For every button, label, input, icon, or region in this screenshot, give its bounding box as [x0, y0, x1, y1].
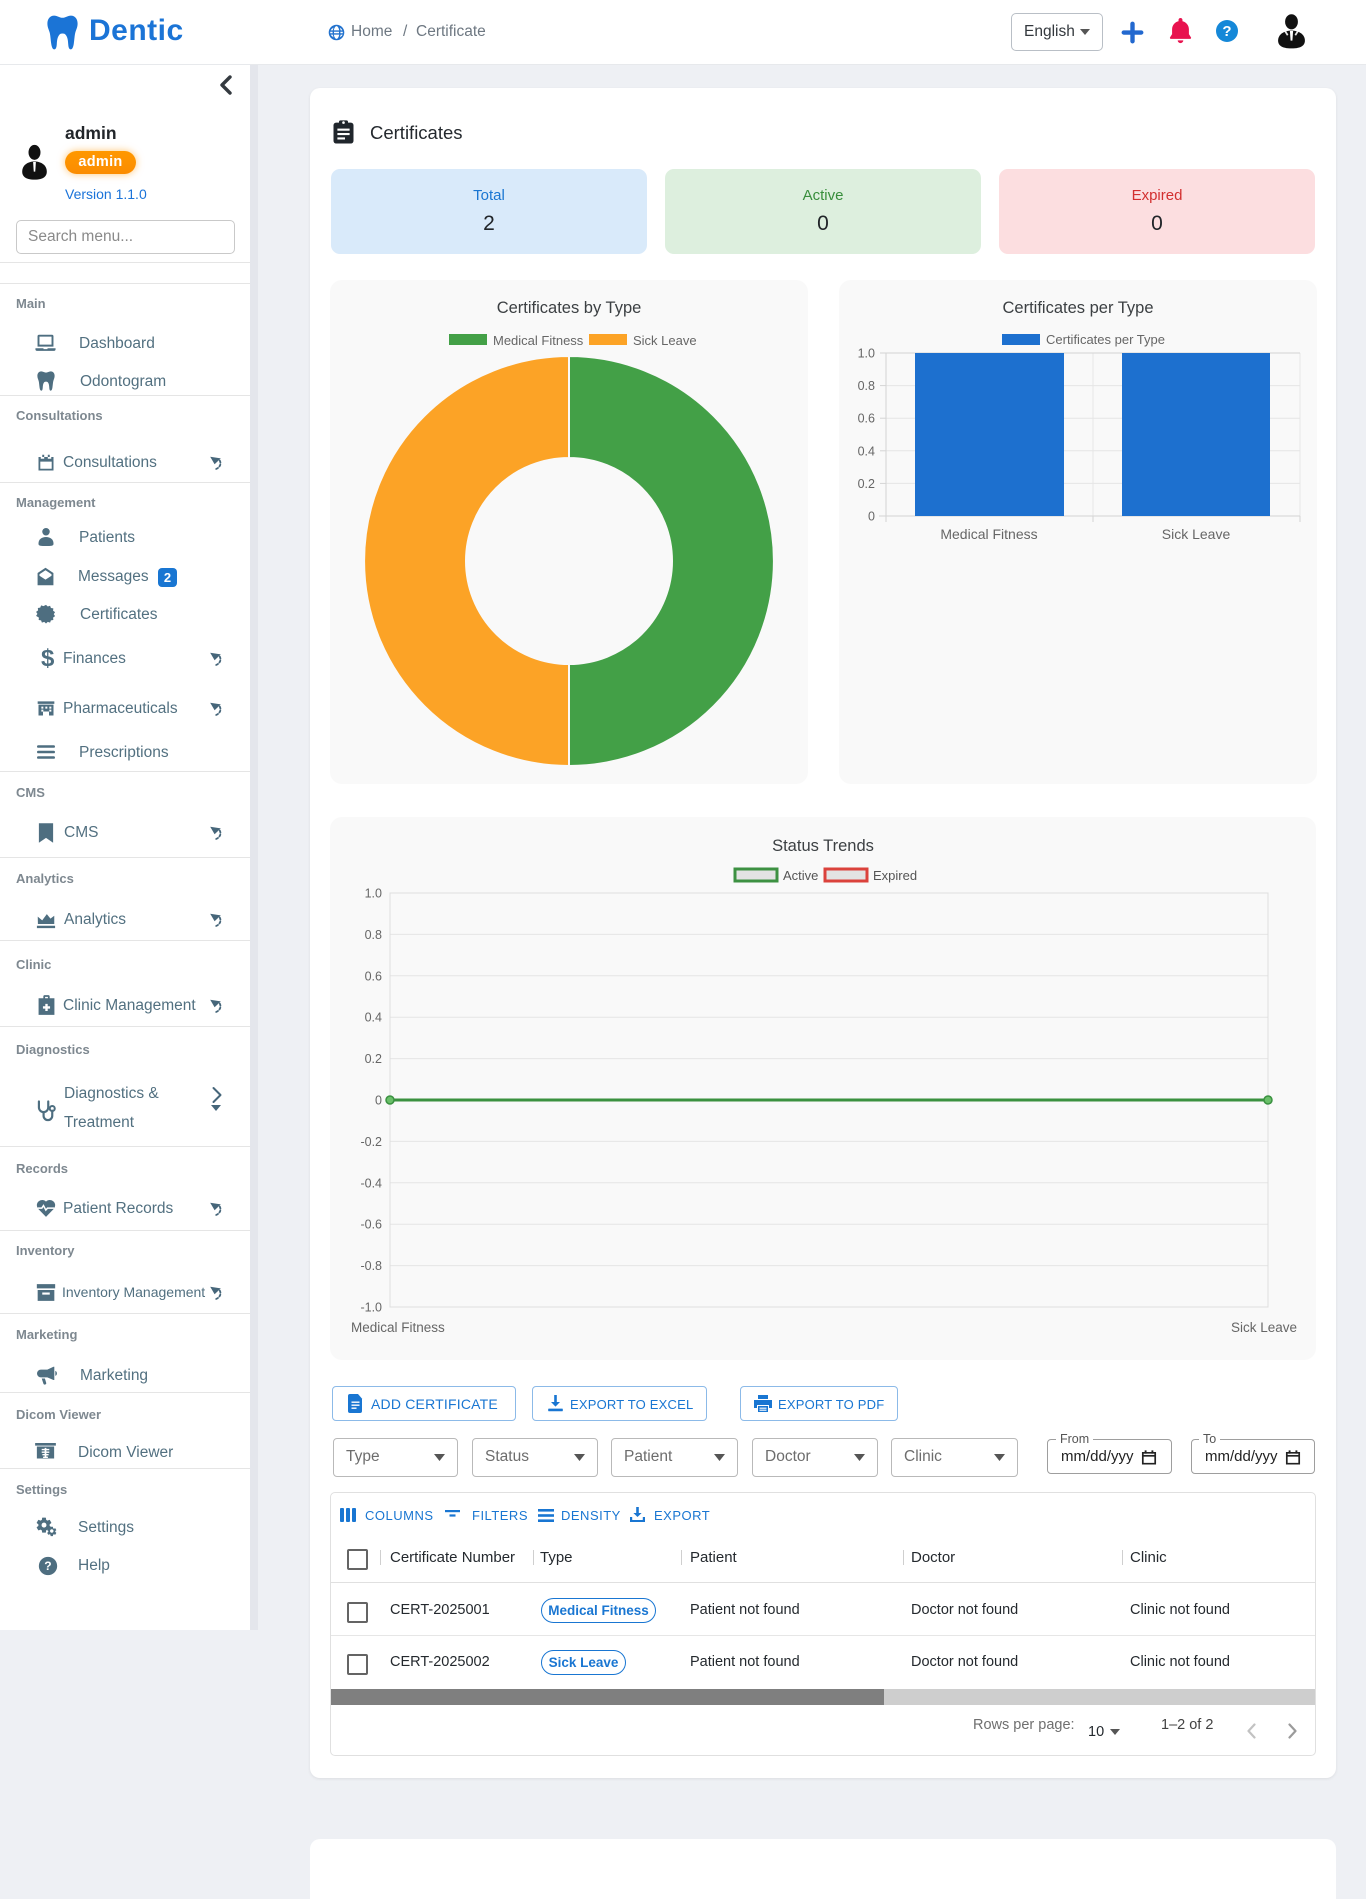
svg-text:-0.8: -0.8	[360, 1259, 382, 1273]
svg-text:Sick Leave: Sick Leave	[1231, 1320, 1297, 1335]
svg-text:-0.4: -0.4	[360, 1176, 382, 1190]
svg-text:Expired: Expired	[873, 868, 917, 883]
svg-text:0.6: 0.6	[858, 412, 875, 426]
svg-text:0.8: 0.8	[858, 379, 875, 393]
svg-text:Active: Active	[783, 868, 818, 883]
svg-text:0: 0	[868, 510, 875, 524]
svg-text:-0.2: -0.2	[360, 1135, 382, 1149]
svg-text:0.2: 0.2	[365, 1052, 382, 1066]
svg-text:1.0: 1.0	[858, 347, 875, 361]
svg-text:?: ?	[44, 1559, 51, 1573]
svg-text:1.0: 1.0	[365, 887, 382, 901]
svg-text:0.8: 0.8	[365, 928, 382, 942]
svg-text:Medical Fitness: Medical Fitness	[940, 526, 1037, 542]
svg-text:Medical Fitness: Medical Fitness	[351, 1320, 445, 1335]
svg-text:0.4: 0.4	[365, 1011, 382, 1025]
svg-text:?: ?	[1222, 23, 1231, 40]
svg-text:-0.6: -0.6	[360, 1218, 382, 1232]
svg-text:0.2: 0.2	[858, 477, 875, 491]
svg-text:0.4: 0.4	[858, 444, 875, 458]
svg-text:0: 0	[375, 1094, 382, 1108]
svg-text:-1.0: -1.0	[360, 1301, 382, 1315]
svg-text:Sick Leave: Sick Leave	[1162, 526, 1231, 542]
svg-text:0.6: 0.6	[365, 969, 382, 983]
